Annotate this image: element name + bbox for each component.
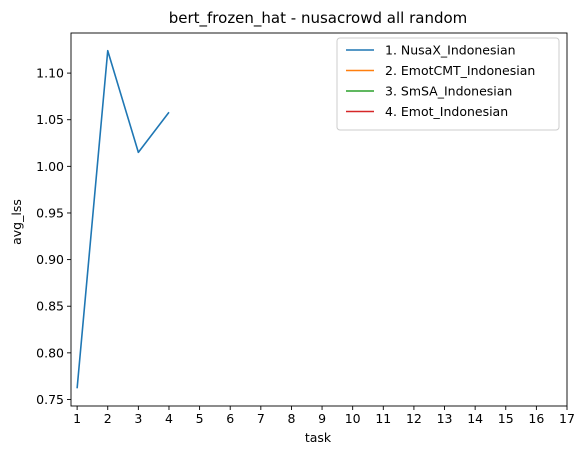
legend-label-2: 2. EmotCMT_Indonesian xyxy=(385,63,535,78)
x-tick-label: 15 xyxy=(498,411,514,426)
legend-label-3: 3. SmSA_Indonesian xyxy=(385,84,512,99)
y-axis-title: avg_lss xyxy=(9,199,24,245)
x-tick-label: 10 xyxy=(345,411,361,426)
y-tick-label: 1.10 xyxy=(36,66,64,81)
y-tick-label: 1.00 xyxy=(36,159,64,174)
legend-label-4: 4. Emot_Indonesian xyxy=(385,104,508,119)
y-tick-label: 0.80 xyxy=(36,345,64,360)
x-tick-label: 7 xyxy=(257,411,265,426)
x-tick-label: 14 xyxy=(467,411,483,426)
chart-title: bert_frozen_hat - nusacrowd all random xyxy=(169,9,468,28)
x-tick-label: 8 xyxy=(287,411,295,426)
series-layer xyxy=(76,49,170,389)
plot-axes: 1 2 3 4 5 6 7 8 9 10 11 12 13 14 15 16 170.750.800.850.9… xyxy=(36,32,575,426)
x-tick-label: 11 xyxy=(375,411,391,426)
x-tick-label: 13 xyxy=(437,411,453,426)
legend: 1. NusaX_Indonesian 2. EmotCMT_Indonesian… xyxy=(336,37,560,131)
x-tick-label: 1 xyxy=(73,411,81,426)
y-tick-label: 0.75 xyxy=(36,392,64,407)
x-tick-label: 3 xyxy=(134,411,142,426)
series-line-1 xyxy=(76,49,170,389)
x-tick-label: 5 xyxy=(196,411,204,426)
legend-box xyxy=(336,37,560,131)
legend-label-1: 1. NusaX_Indonesian xyxy=(385,43,516,58)
y-tick-label: 0.85 xyxy=(36,299,64,314)
y-tick-label: 0.90 xyxy=(36,252,64,267)
x-tick-label: 4 xyxy=(165,411,173,426)
x-tick-label: 6 xyxy=(226,411,234,426)
x-tick-label: 9 xyxy=(318,411,326,426)
x-tick-label: 16 xyxy=(528,411,544,426)
y-tick-label: 1.05 xyxy=(36,112,64,127)
x-axis-title: task xyxy=(305,430,332,445)
x-tick-label: 17 xyxy=(559,411,575,426)
plot-frame xyxy=(70,32,568,407)
x-tick-label: 2 xyxy=(104,411,112,426)
y-tick-label: 0.95 xyxy=(36,205,64,220)
x-tick-label: 12 xyxy=(406,411,422,426)
